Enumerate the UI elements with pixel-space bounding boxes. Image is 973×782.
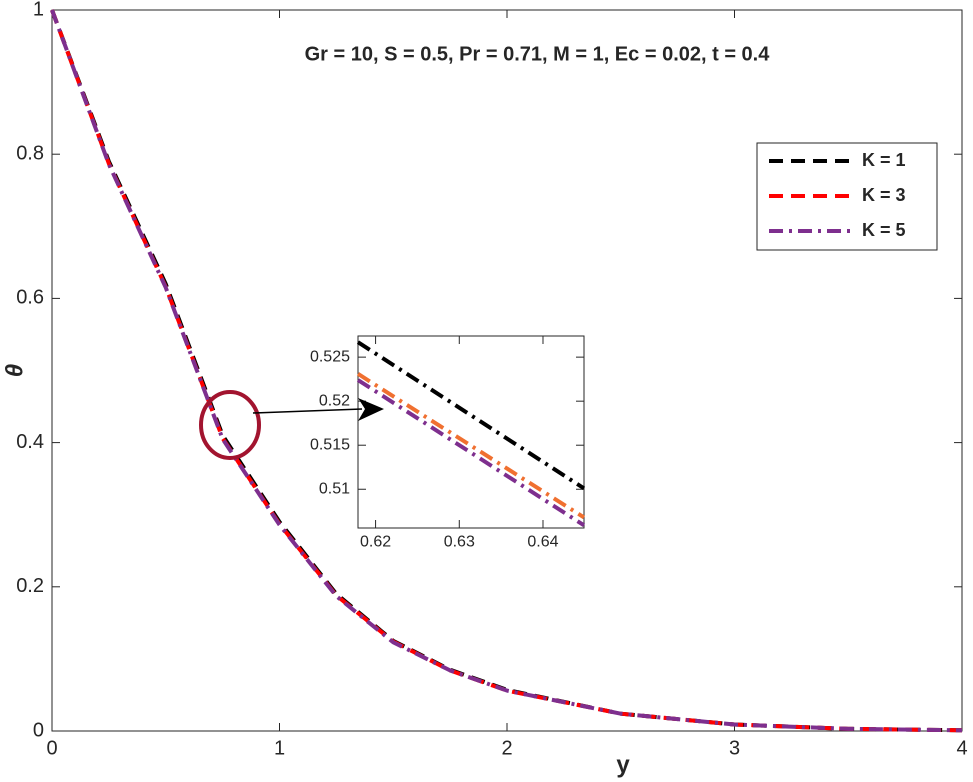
x-tick-label: 4: [956, 737, 967, 759]
y-tick-label: 0.52: [319, 392, 350, 409]
x-tick-label: 0.63: [444, 534, 475, 551]
legend-label: K = 1: [862, 150, 906, 170]
series-line: [356, 372, 586, 520]
x-axis-label: y: [616, 751, 630, 778]
annotation: Gr = 10, S = 0.5, Pr = 0.71, M = 1, Ec =…: [305, 43, 771, 65]
y-tick-label: 0.6: [16, 287, 44, 309]
y-tick-label: 1: [33, 0, 44, 20]
axes-frame: [357, 335, 585, 529]
x-tick-label: 0.62: [360, 534, 391, 551]
x-tick-label: 0: [46, 737, 57, 759]
x-tick-label: 0.64: [527, 534, 558, 551]
series-line: [356, 378, 586, 528]
arrow-line: [252, 408, 363, 414]
y-tick-label: 0.515: [310, 436, 350, 453]
y-tick-label: 0: [33, 719, 44, 741]
arrow-head: [358, 398, 384, 421]
legend-label: K = 3: [862, 185, 906, 205]
y-tick-label: 0.4: [16, 431, 44, 453]
highlight-ellipse: [199, 390, 261, 460]
y-tick-label: 0.2: [16, 575, 44, 597]
x-tick-label: 3: [729, 737, 740, 759]
y-axis-label: θ: [1, 364, 28, 377]
y-tick-label: 0.51: [319, 480, 350, 497]
y-tick-label: 0.8: [16, 142, 44, 164]
y-tick-label: 0.525: [310, 348, 350, 365]
series-line: [50, 9, 963, 733]
x-tick-label: 2: [501, 737, 512, 759]
legend-label: K = 5: [862, 220, 906, 240]
series-line: [356, 340, 586, 491]
x-tick-label: 1: [274, 737, 285, 759]
